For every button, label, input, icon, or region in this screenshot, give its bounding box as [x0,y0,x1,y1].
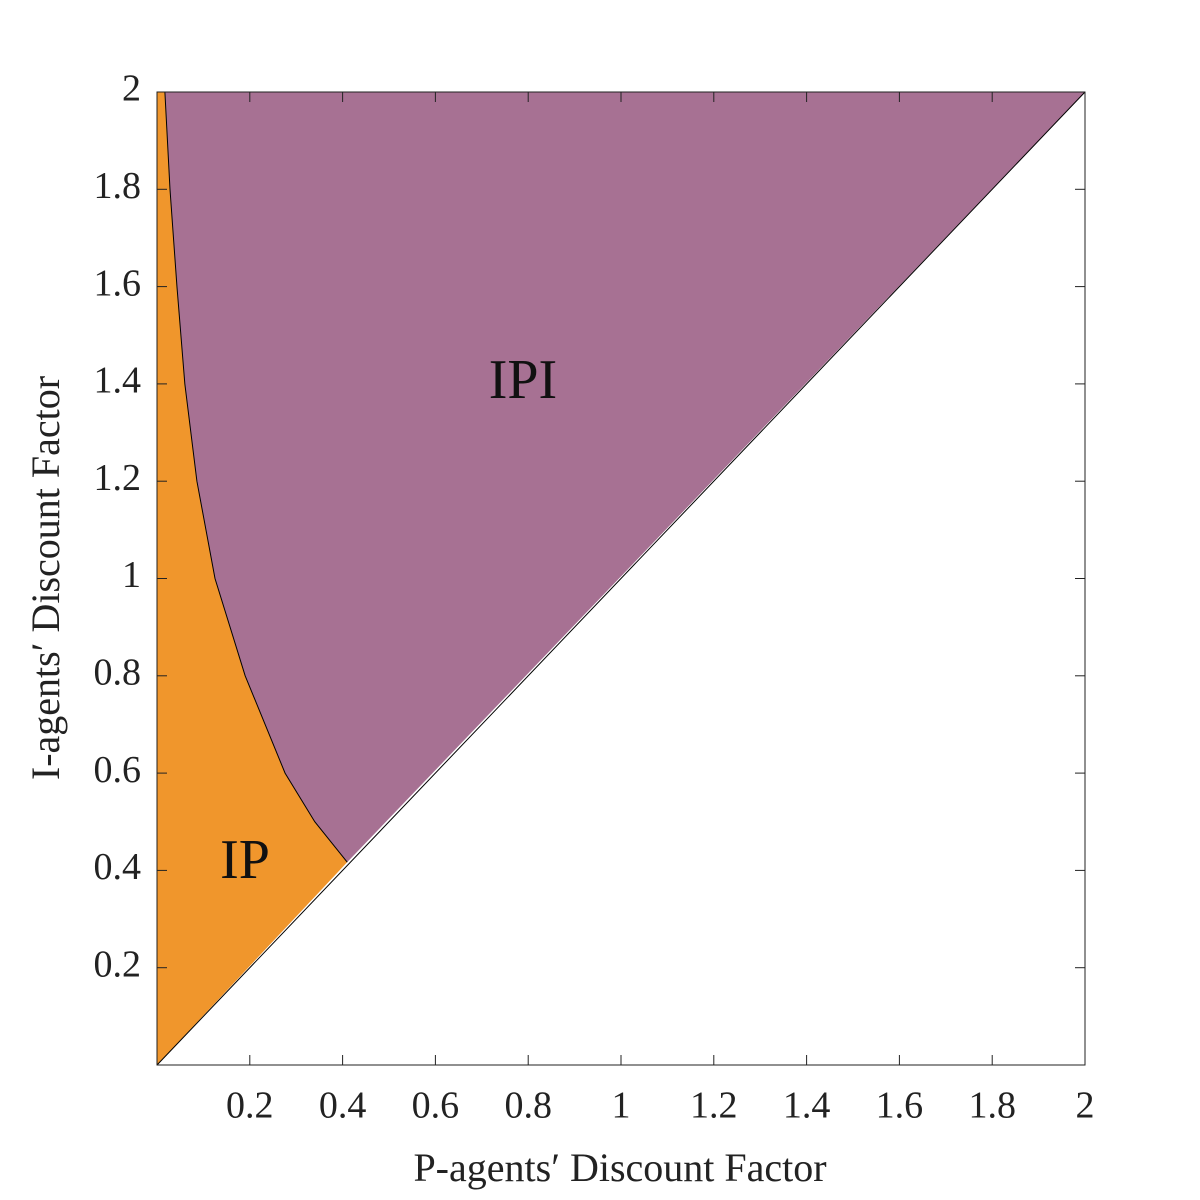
y-tick-label: 2 [122,68,141,110]
y-tick-label: 0.6 [94,749,142,791]
x-tick-label: 1.2 [690,1085,738,1127]
y-tick-label: 1.2 [94,457,142,499]
y-tick-label: 0.2 [94,943,142,985]
y-axis-label: I-agents′ Discount Factor [23,376,68,780]
y-tick-label: 1.6 [94,262,142,304]
x-tick-label: 0.2 [226,1085,274,1127]
diagonal [156,91,1086,1066]
region-label: IP [220,829,270,891]
y-tick-label: 1.8 [94,165,142,207]
region-label: IPI [489,349,557,411]
x-tick-label: 0.6 [412,1085,460,1127]
x-tick-label: 2 [1076,1085,1095,1127]
y-tick-label: 0.4 [94,846,142,888]
x-tick-label: 0.4 [319,1085,367,1127]
region-area [164,92,1085,863]
x-axis-label: P-agents′ Discount Factor [413,1145,826,1190]
x-tick-label: 1.6 [876,1085,924,1127]
y-tick-label: 1 [122,554,141,596]
y-tick-label: 0.8 [94,652,142,694]
y-tick-label: 1.4 [94,360,142,402]
region-area [157,92,348,1065]
x-tick-label: 1 [612,1085,631,1127]
x-tick-label: 1.8 [968,1085,1016,1127]
x-tick-label: 1.4 [783,1085,831,1127]
x-tick-label: 0.8 [504,1085,552,1127]
boundary-curve [164,91,348,863]
